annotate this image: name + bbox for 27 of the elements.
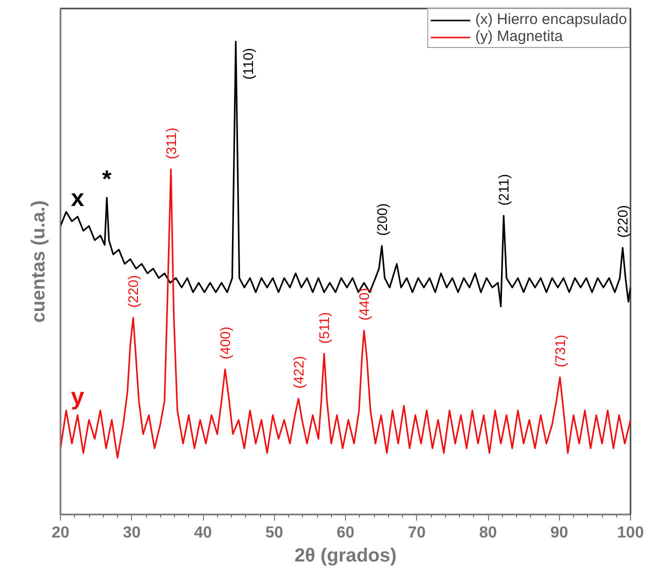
annotation: (422) [290,356,306,389]
legend-label: (x) Hierro encapsulado [475,11,627,28]
annotation: x [70,185,85,212]
annotation: (731) [552,334,568,368]
y-axis-title: cuentas (u.a.) [28,200,50,323]
annotation: (211) [496,174,512,206]
annotation: (110) [240,48,256,80]
annotation: (400) [217,326,234,360]
annotation: * [102,166,112,194]
x-tick-label: 80 [479,524,497,542]
annotation: (311) [162,128,179,160]
annotation: (220) [125,275,142,308]
x-tick-label: 40 [194,524,212,542]
x-tick-label: 20 [52,524,70,542]
annotation: (220) [614,205,631,238]
x-tick-label: 70 [408,524,426,542]
annotation: (440) [356,288,372,321]
annotation: (511) [316,312,332,344]
x-tick-label: 100 [617,524,644,542]
x-tick-label: 60 [336,524,354,542]
annotation: (200) [374,203,390,236]
x-tick-label: 90 [550,524,568,542]
x-tick-label: 30 [122,524,141,542]
x-tick-label: 50 [265,524,284,542]
legend-label: (y) Magnetita [475,28,563,45]
annotation: y [70,384,85,411]
x-axis-title: 2θ (grados) [294,546,397,566]
